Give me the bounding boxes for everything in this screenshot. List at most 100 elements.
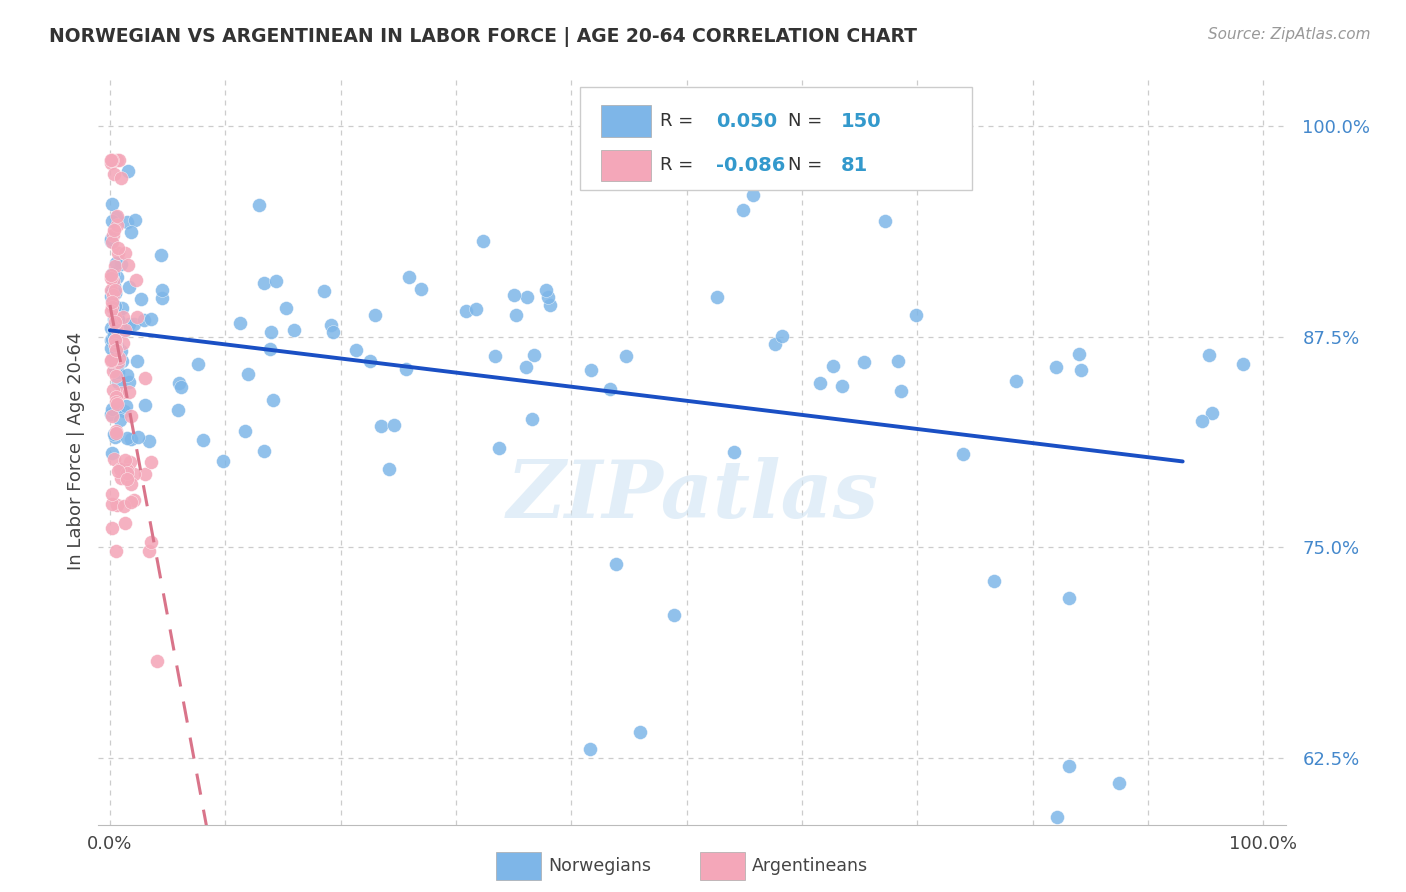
Point bbox=[115, 431, 138, 445]
Point bbox=[100, 153, 122, 167]
Point bbox=[124, 467, 146, 481]
Point bbox=[411, 282, 433, 296]
Point bbox=[125, 310, 148, 324]
Point bbox=[211, 453, 233, 467]
Point bbox=[471, 234, 494, 248]
Point bbox=[100, 271, 122, 285]
Point bbox=[103, 427, 125, 442]
Point bbox=[108, 413, 131, 427]
Point bbox=[1108, 776, 1130, 790]
Point bbox=[100, 407, 122, 421]
Point bbox=[125, 273, 148, 287]
Point bbox=[107, 464, 129, 478]
Point bbox=[122, 493, 145, 508]
Point bbox=[100, 303, 122, 318]
Point bbox=[110, 171, 132, 186]
Point bbox=[170, 380, 193, 394]
Text: -0.086: -0.086 bbox=[716, 156, 786, 175]
Point bbox=[107, 307, 129, 321]
Point bbox=[1191, 414, 1213, 428]
Point bbox=[599, 382, 621, 396]
Point bbox=[100, 234, 122, 248]
Point bbox=[262, 392, 284, 407]
Point bbox=[139, 455, 162, 469]
Point bbox=[100, 197, 122, 211]
Point bbox=[108, 153, 131, 167]
Point bbox=[117, 164, 139, 178]
Point bbox=[100, 300, 122, 314]
Point bbox=[139, 534, 162, 549]
Point bbox=[1057, 759, 1080, 773]
Point bbox=[101, 383, 124, 397]
Point bbox=[107, 311, 129, 326]
Point bbox=[1046, 810, 1069, 824]
Point bbox=[105, 390, 128, 404]
Point bbox=[103, 274, 125, 288]
Point bbox=[114, 516, 136, 530]
Point bbox=[742, 188, 765, 202]
Point bbox=[394, 361, 416, 376]
Point bbox=[100, 354, 122, 368]
Point bbox=[114, 453, 136, 467]
Point bbox=[105, 153, 128, 167]
Point bbox=[150, 291, 173, 305]
Point bbox=[662, 607, 685, 622]
Point bbox=[1198, 348, 1220, 362]
Point bbox=[344, 343, 367, 357]
Point bbox=[100, 155, 122, 169]
Point bbox=[103, 348, 125, 362]
Point bbox=[115, 399, 138, 413]
Point bbox=[253, 276, 276, 290]
Point bbox=[105, 218, 128, 232]
Point bbox=[505, 308, 527, 322]
Point bbox=[484, 349, 506, 363]
Point bbox=[100, 289, 122, 303]
Point bbox=[104, 361, 127, 376]
FancyBboxPatch shape bbox=[600, 105, 651, 136]
Point bbox=[118, 384, 141, 399]
Point bbox=[103, 278, 125, 293]
Point bbox=[104, 424, 127, 438]
Point bbox=[247, 198, 270, 212]
Point bbox=[770, 329, 793, 343]
Point bbox=[112, 404, 135, 418]
Point bbox=[134, 398, 156, 412]
Point bbox=[114, 246, 136, 260]
Point bbox=[1057, 591, 1080, 605]
Point bbox=[111, 354, 134, 368]
Point bbox=[107, 365, 129, 379]
Point bbox=[264, 274, 287, 288]
Point bbox=[628, 725, 651, 739]
Point bbox=[520, 412, 543, 426]
Point bbox=[105, 498, 128, 512]
Point bbox=[1045, 360, 1067, 375]
Point bbox=[233, 424, 256, 438]
Text: Norwegians: Norwegians bbox=[548, 857, 651, 875]
Point bbox=[100, 153, 122, 167]
Point bbox=[488, 441, 510, 455]
Point bbox=[107, 351, 129, 365]
Point bbox=[765, 337, 787, 351]
Point bbox=[104, 310, 127, 325]
Point bbox=[101, 332, 124, 346]
Point bbox=[104, 286, 127, 301]
Y-axis label: In Labor Force | Age 20-64: In Labor Force | Age 20-64 bbox=[66, 331, 84, 570]
Point bbox=[107, 375, 129, 389]
Point bbox=[112, 310, 135, 324]
Point bbox=[103, 327, 125, 342]
Point bbox=[101, 446, 124, 460]
Point bbox=[952, 447, 974, 461]
Point bbox=[125, 354, 148, 368]
Point bbox=[120, 476, 142, 491]
Point bbox=[120, 432, 142, 446]
Point bbox=[112, 324, 135, 338]
Point bbox=[115, 368, 138, 382]
Point bbox=[105, 270, 128, 285]
Point bbox=[104, 299, 127, 313]
Point bbox=[104, 326, 127, 341]
Point bbox=[134, 467, 156, 481]
Point bbox=[118, 280, 141, 294]
Point bbox=[523, 348, 546, 362]
Point bbox=[104, 425, 127, 440]
Point bbox=[534, 283, 557, 297]
